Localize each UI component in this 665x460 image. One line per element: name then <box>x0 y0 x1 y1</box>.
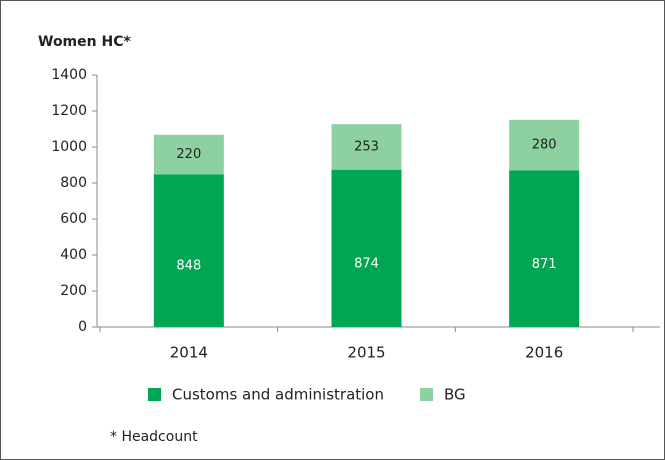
data-label: 871 <box>532 257 557 272</box>
bar-segment <box>331 169 402 327</box>
y-tick-label: 600 <box>60 211 87 227</box>
data-label: 280 <box>532 138 557 153</box>
bar-segment <box>509 170 580 327</box>
legend-label: Customs and administration <box>172 386 384 404</box>
y-tick-label: 200 <box>60 283 87 299</box>
data-label: 848 <box>176 258 201 273</box>
legend-swatch <box>420 388 433 401</box>
data-label: 253 <box>354 139 379 154</box>
x-tick-label: 2016 <box>525 344 563 362</box>
y-tick-label: 1000 <box>51 139 87 155</box>
data-label: 220 <box>176 147 201 162</box>
y-tick-label: 0 <box>78 319 87 335</box>
footnote: * Headcount <box>110 429 198 445</box>
bar-segment <box>509 119 580 171</box>
bar-segment <box>153 134 224 175</box>
y-tick-label: 800 <box>60 175 87 191</box>
legend-label: BG <box>444 386 466 404</box>
x-tick-label: 2015 <box>347 344 385 362</box>
y-tick-label: 1400 <box>51 67 87 83</box>
legend-swatch <box>148 388 161 401</box>
x-tick-label: 2014 <box>170 344 208 362</box>
bar-segment <box>153 174 224 327</box>
y-tick-label: 400 <box>60 247 87 263</box>
y-tick-label: 1200 <box>51 103 87 119</box>
chart-title: Women HC* <box>38 34 131 50</box>
data-label: 874 <box>354 257 379 272</box>
bar-segment <box>331 124 402 170</box>
